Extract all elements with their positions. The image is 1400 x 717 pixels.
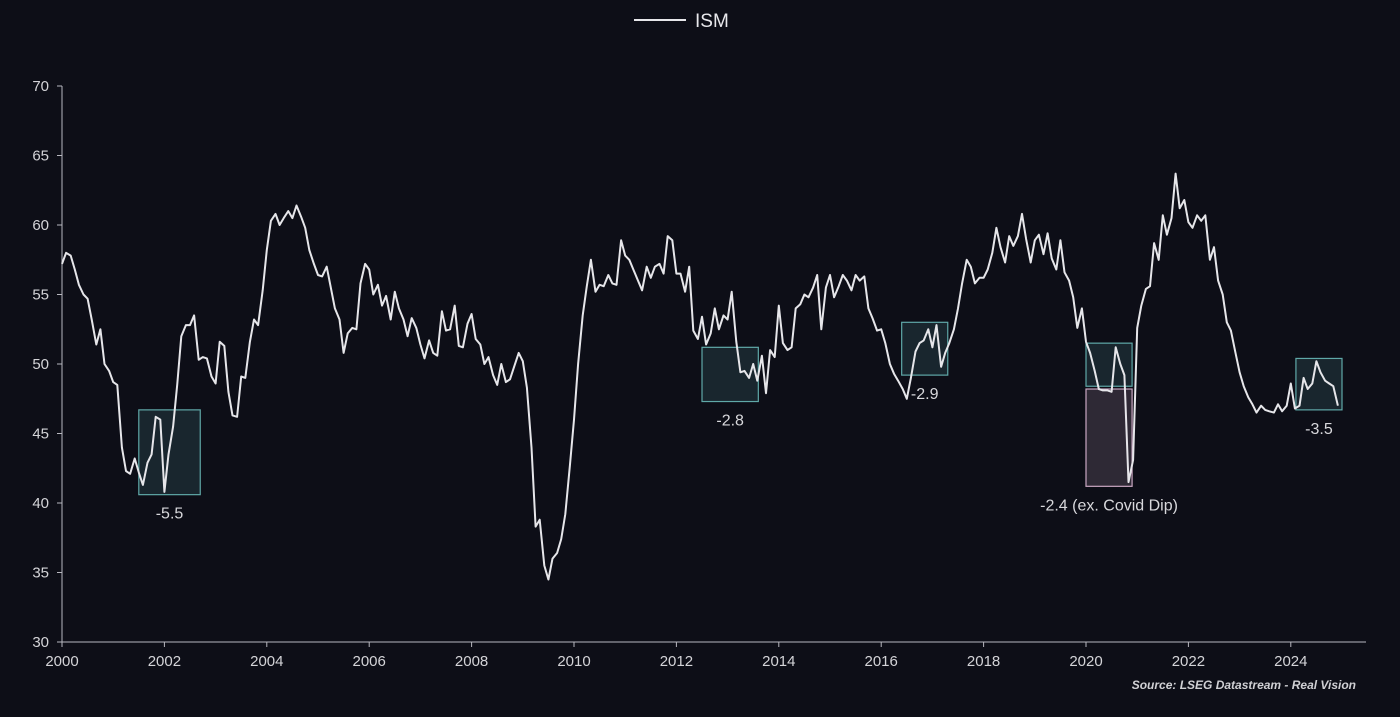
y-tick-label: 45 xyxy=(32,426,49,443)
y-tick-label: 60 xyxy=(32,217,49,234)
x-tick-label: 2000 xyxy=(45,653,78,670)
x-axis-ticks: 2000 2002 2004 2006 2008 2010 2012 2014 2016 2018… xyxy=(45,642,1307,670)
x-tick-label: 2004 xyxy=(250,653,283,670)
x-tick-label: 2012 xyxy=(660,653,693,670)
x-tick-label: 2008 xyxy=(455,653,488,670)
x-tick-label: 2024 xyxy=(1274,653,1307,670)
source-note: Source: LSEG Datastream - Real Vision xyxy=(1132,678,1356,692)
legend-label-ism: ISM xyxy=(695,11,729,32)
y-tick-label: 70 xyxy=(32,78,49,95)
x-tick-label: 2002 xyxy=(148,653,181,670)
x-tick-label: 2016 xyxy=(865,653,898,670)
x-tick-label: 2018 xyxy=(967,653,1000,670)
y-tick-label: 50 xyxy=(32,356,49,373)
x-tick-label: 2010 xyxy=(557,653,590,670)
annotation-box xyxy=(701,346,759,403)
y-axis-ticks: 30 35 40 45 50 55 60 65 70 xyxy=(32,78,62,651)
y-tick-label: 55 xyxy=(32,287,49,304)
annotation-label: -2.9 xyxy=(911,386,939,403)
x-tick-label: 2022 xyxy=(1172,653,1205,670)
x-tick-label: 2006 xyxy=(353,653,386,670)
legend: ISM xyxy=(634,11,729,32)
y-tick-label: 30 xyxy=(32,634,49,651)
y-tick-label: 35 xyxy=(32,565,49,582)
annotation-label: -3.5 xyxy=(1305,421,1333,438)
annotation-boxes: -5.5 -2.8 -2.9 -2.4 (ex. Covid Dip) -3.5 xyxy=(138,321,1343,523)
x-tick-label: 2020 xyxy=(1069,653,1102,670)
annotation-label: -2.4 (ex. Covid Dip) xyxy=(1040,497,1178,514)
x-tick-label: 2014 xyxy=(762,653,795,670)
annotation-label: -5.5 xyxy=(156,506,184,523)
y-tick-label: 65 xyxy=(32,148,49,165)
annotation-label: -2.8 xyxy=(716,413,744,430)
annotation-box xyxy=(1085,388,1133,487)
series-line-ism xyxy=(61,172,1339,581)
y-tick-label: 40 xyxy=(32,495,49,512)
